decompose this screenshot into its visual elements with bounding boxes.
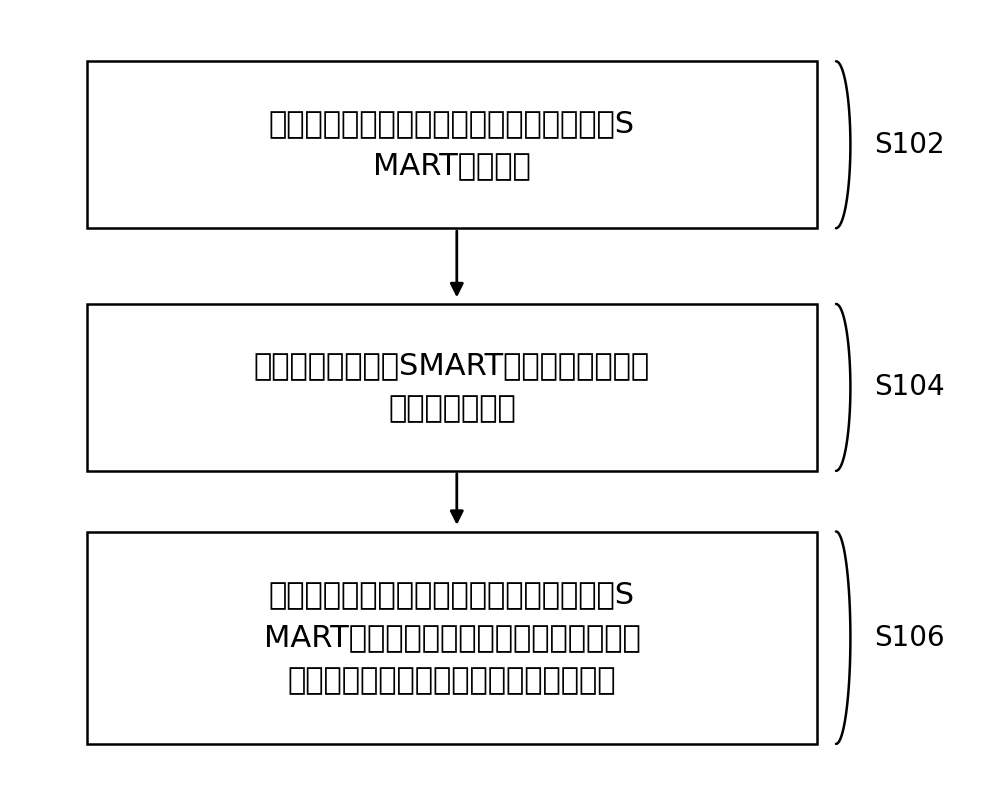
Text: S106: S106 [874, 623, 945, 652]
FancyBboxPatch shape [87, 304, 817, 471]
FancyBboxPatch shape [87, 62, 817, 228]
FancyBboxPatch shape [87, 532, 817, 744]
Text: 按照第一预设时间间隔，读取待检测硬盘的S
MART属性数据: 按照第一预设时间间隔，读取待检测硬盘的S MART属性数据 [269, 109, 635, 181]
Text: 在确定出满足负样本写入条件的情况下，将S
MART属性数据写入到负样本数组中，以通
过负样本数组预测待检测硬盘的故障状态: 在确定出满足负样本写入条件的情况下，将S MART属性数据写入到负样本数组中，以… [264, 581, 640, 695]
Text: S104: S104 [874, 374, 945, 401]
Text: S102: S102 [874, 130, 945, 159]
Text: 基于属性参数确定SMART属性数据是否满足
负样本写入条件: 基于属性参数确定SMART属性数据是否满足 负样本写入条件 [254, 352, 650, 423]
